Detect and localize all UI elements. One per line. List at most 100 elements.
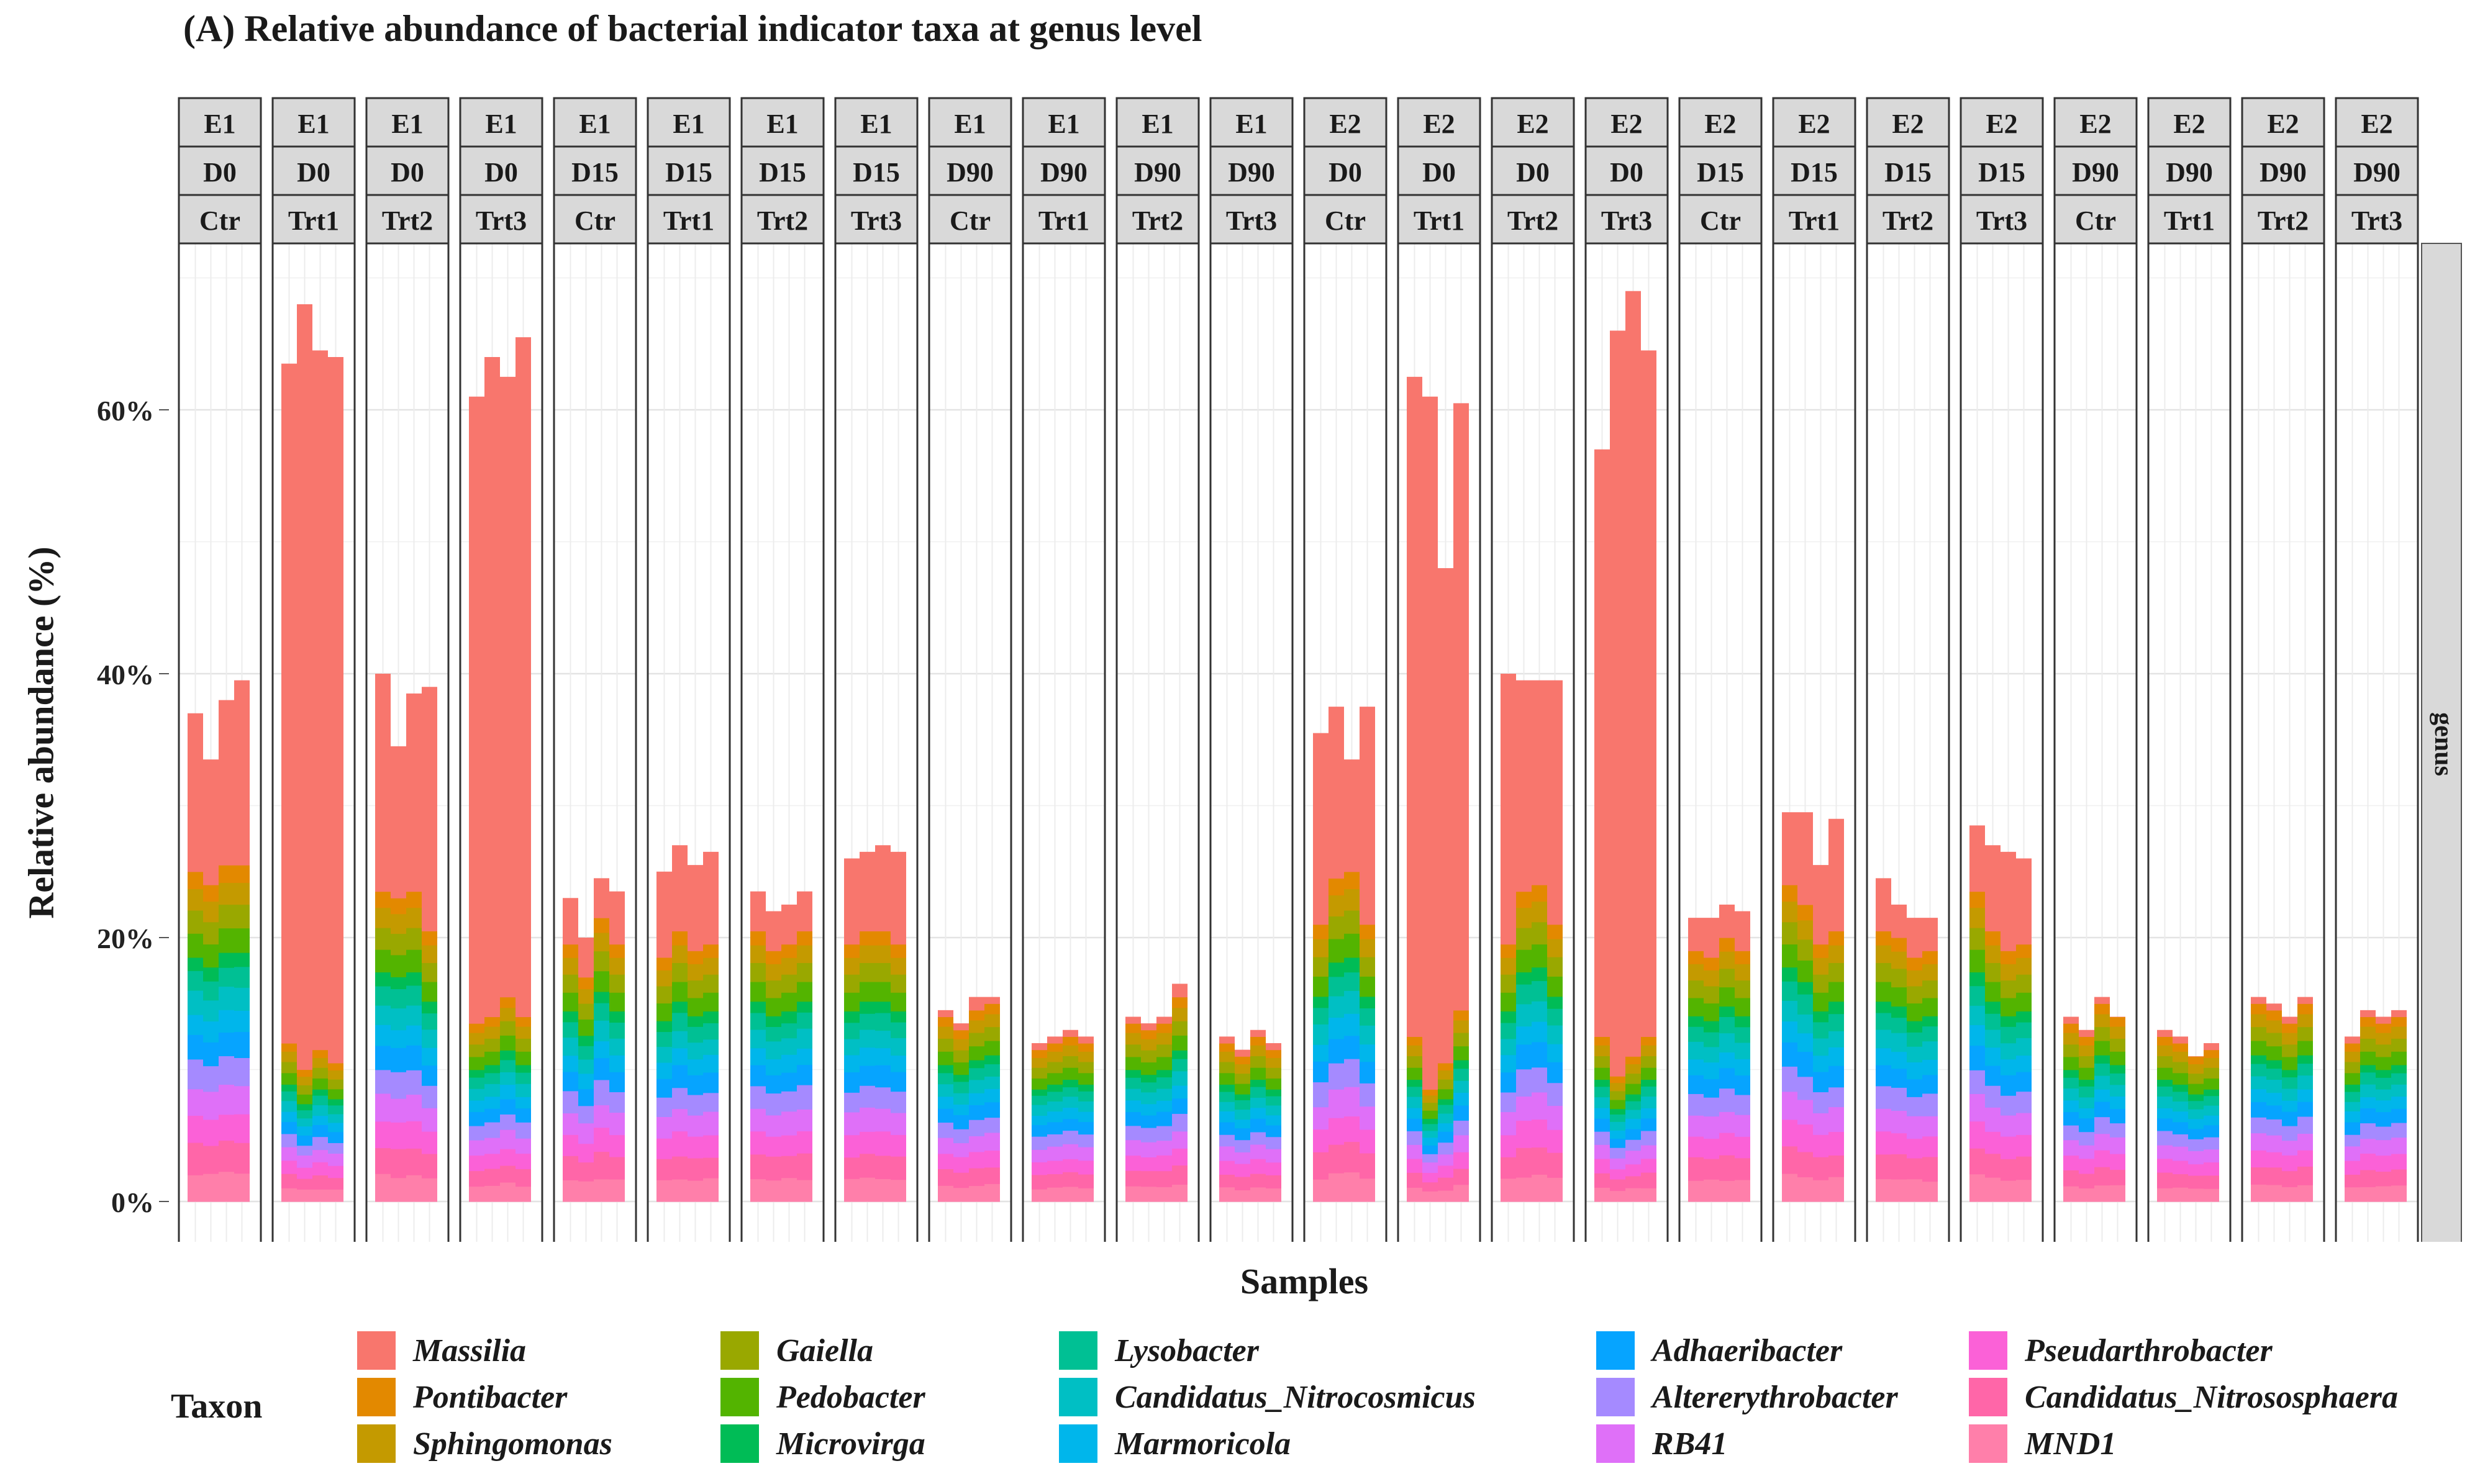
panel-border	[928, 242, 1012, 1242]
bar-segment-pontibacter	[2251, 1003, 2266, 1015]
bar-segment-candidatus-nitrocosmicus	[1344, 990, 1360, 1014]
bar-segment-marmoricola	[1625, 1118, 1641, 1129]
legend-item: Massilia	[357, 1329, 526, 1372]
bar-segment-marmoricola	[422, 1047, 437, 1066]
bar-segment-lysobacter	[1891, 1017, 1907, 1033]
bar-segment-lysobacter	[2157, 1086, 2173, 1097]
bar-segment-pseudarthrobacter	[375, 1121, 391, 1149]
bar-segment-microvirga	[375, 972, 391, 987]
bar-segment-pontibacter	[1969, 891, 1985, 908]
bar-segment-rb41	[1907, 1116, 1922, 1139]
bar-segment-candidatus-nitrososphaera	[2282, 1170, 2297, 1187]
bar-segment-sphingomonas	[1063, 1045, 1078, 1057]
bar-segment-lysobacter	[1782, 981, 1797, 1001]
bar-segment-mnd1	[781, 1177, 797, 1202]
facet-strip	[365, 145, 450, 196]
bar-segment-pontibacter	[422, 931, 437, 946]
bar-segment-pontibacter	[1891, 938, 1907, 952]
bar-segment-pedobacter	[1156, 1056, 1172, 1070]
bar-segment-mnd1	[406, 1175, 422, 1202]
bar-segment-pontibacter	[1063, 1036, 1078, 1046]
bar-segment-sphingomonas	[1735, 964, 1750, 981]
bar-segment-pedobacter	[860, 981, 875, 1002]
bar-segment-mnd1	[2094, 1185, 2110, 1202]
bar-segment-sphingomonas	[1547, 938, 1563, 957]
bar-segment-lysobacter	[781, 1023, 797, 1039]
bar-segment-massilia	[563, 898, 578, 945]
bar-segment-candidatus-nitrososphaera	[1141, 1170, 1156, 1187]
legend-swatch	[1059, 1378, 1097, 1416]
bar-segment-candidatus-nitrocosmicus	[1969, 1005, 1985, 1026]
facet-strip-label: D15	[759, 157, 806, 188]
bar-segment-candidatus-nitrocosmicus	[1063, 1096, 1078, 1108]
bar-segment-lysobacter	[1985, 1013, 2001, 1030]
bar-segment-lysobacter	[1344, 972, 1360, 991]
bar-segment-pedobacter	[188, 933, 203, 958]
bar-segment-pseudarthrobacter	[781, 1135, 797, 1156]
bar-segment-sphingomonas	[484, 1026, 500, 1039]
bar-segment-massilia	[672, 845, 688, 931]
bar-segment-microvirga	[1532, 967, 1547, 982]
bar-segment-adhaeribacter	[1704, 1079, 1719, 1098]
bar-segment-pseudarthrobacter	[750, 1131, 766, 1155]
bar-segment-microvirga	[1032, 1089, 1047, 1096]
bar-segment-massilia	[984, 997, 1000, 1004]
bar-segment-pedobacter	[1329, 938, 1344, 963]
facet-strip-label: D90	[2353, 157, 2401, 188]
facet-strip-label: Trt1	[1414, 206, 1465, 236]
bar-segment-sphingomonas	[188, 889, 203, 911]
bar-segment-marmoricola	[375, 1025, 391, 1046]
bar-segment-marmoricola	[938, 1096, 953, 1109]
bar-segment-pseudarthrobacter	[1313, 1129, 1329, 1152]
bar-segment-rb41	[2157, 1145, 2173, 1159]
bar-segment-gaiella	[1719, 968, 1735, 988]
bar-segment-gaiella	[375, 928, 391, 950]
bar-segment-pedobacter	[1891, 987, 1907, 1007]
bar-segment-sphingomonas	[938, 1026, 953, 1039]
bar-segment-altererythrobacter	[297, 1145, 312, 1156]
bar-segment-adhaeribacter	[688, 1075, 703, 1095]
bar-segment-pedobacter	[656, 1003, 672, 1021]
bar-segment-sphingomonas	[750, 945, 766, 963]
bar-segment-candidatus-nitrososphaera	[484, 1168, 500, 1186]
bar-segment-candidatus-nitrososphaera	[1813, 1157, 1828, 1180]
bar-segment-massilia	[188, 713, 203, 872]
x-axis-title: Samples	[1240, 1261, 1369, 1301]
bar-segment-adhaeribacter	[297, 1135, 312, 1146]
bar-segment-pedobacter	[672, 981, 688, 1002]
bar-segment-massilia	[234, 680, 250, 866]
bar-segment-rb41	[1266, 1149, 1281, 1163]
bar-segment-sphingomonas	[2360, 1026, 2376, 1039]
bar-segment-massilia	[1141, 1023, 1156, 1031]
bar-segment-microvirga	[1704, 1021, 1719, 1033]
bar-segment-massilia	[2376, 1016, 2391, 1024]
facet-strip	[647, 145, 731, 196]
bar-segment-altererythrobacter	[1641, 1130, 1656, 1146]
bar-segment-massilia	[969, 997, 984, 1011]
facet-strip-label: D15	[571, 157, 619, 188]
bar-segment-candidatus-nitrososphaera	[2173, 1174, 2188, 1188]
bar-segment-lysobacter	[484, 1072, 500, 1084]
bar-segment-altererythrobacter	[2188, 1139, 2204, 1151]
bar-segment-mnd1	[1876, 1179, 1891, 1202]
bar-segment-adhaeribacter	[1032, 1124, 1047, 1137]
bar-segment-gaiella	[2391, 1038, 2407, 1052]
bar-segment-rb41	[1797, 1099, 1813, 1125]
facet-strip	[1866, 145, 1950, 196]
bar-segment-candidatus-nitrososphaera	[781, 1156, 797, 1179]
bar-segment-mnd1	[672, 1179, 688, 1202]
bar-segment-massilia	[2188, 1056, 2204, 1057]
bar-segment-pseudarthrobacter	[484, 1153, 500, 1169]
bar-segment-sphingomonas	[703, 957, 719, 975]
bar-segment-gaiella	[234, 904, 250, 929]
bar-segment-candidatus-nitrocosmicus	[984, 1076, 1000, 1089]
bar-segment-rb41	[938, 1137, 953, 1154]
facet-strip-label: D0	[1610, 157, 1643, 188]
bar-segment-pedobacter	[1125, 1056, 1141, 1070]
bar-segment-gaiella	[1422, 1102, 1438, 1111]
bar-segment-pseudarthrobacter	[2157, 1158, 2173, 1173]
bar-segment-mnd1	[2266, 1184, 2282, 1202]
bar-segment-candidatus-nitrocosmicus	[1547, 1025, 1563, 1044]
bar-segment-pontibacter	[188, 871, 203, 889]
bar-segment-altererythrobacter	[1047, 1134, 1063, 1147]
